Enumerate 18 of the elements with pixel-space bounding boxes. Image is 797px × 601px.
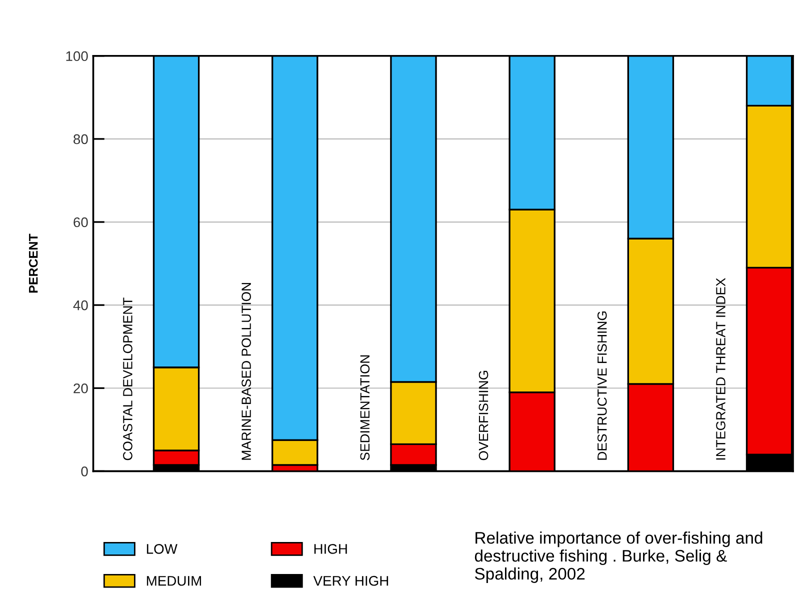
- y-tick-label: 60: [74, 217, 88, 228]
- x-tick-label: MARINE-BASED POLLUTION: [242, 282, 251, 460]
- x-tick-label: OVERFISHING: [478, 370, 488, 460]
- y-tick-label: 100: [66, 51, 88, 62]
- legend-label: HIGH: [314, 544, 347, 554]
- legend-label: MEDUIM: [146, 576, 202, 586]
- text: Relative importance of over-fishing and destructive fishing . Burke, Selig & Spalding, 2002: [474, 532, 762, 583]
- x-tick-label: INTEGRATED THREAT INDEX: [716, 278, 726, 460]
- legend-label: LOW: [146, 544, 178, 554]
- x-tick-label: SEDIMENTATION: [360, 355, 370, 460]
- x-tick-label: DESTRUCTIVE FISHING: [597, 312, 607, 460]
- y-axis-title: PERCENT: [28, 234, 38, 293]
- y-tick-label: 0: [81, 466, 88, 476]
- y-tick-label: 80: [74, 134, 88, 144]
- y-tick-label: 20: [74, 383, 88, 394]
- x-tick-label: COASTAL DEVELOPMENT: [123, 298, 132, 460]
- legend-label: VERY HIGH: [313, 576, 388, 586]
- y-tick-label: 40: [73, 300, 88, 310]
